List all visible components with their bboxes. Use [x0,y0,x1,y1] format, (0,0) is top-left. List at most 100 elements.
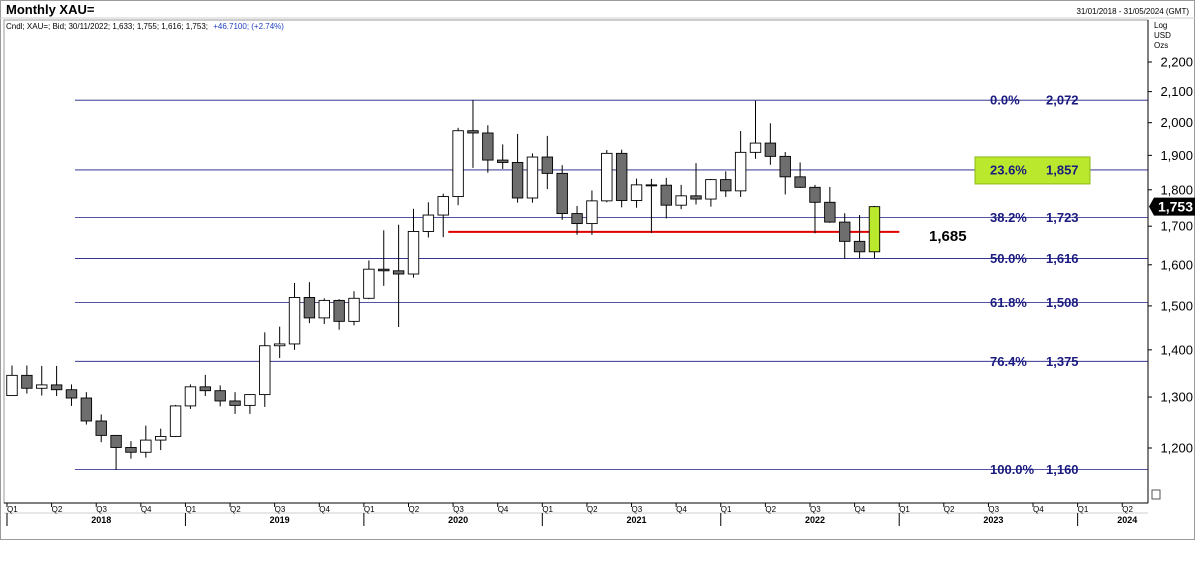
candle-body [615,152,628,201]
y-tick-label: 2,000 [1160,115,1193,130]
x-quarter-label: Q3 [988,505,999,514]
candle-2022-11 [868,205,881,259]
candle-body [348,297,360,322]
candle-2020-08 [467,100,479,168]
x-year-label: 2023 [983,515,1003,525]
candles [6,100,881,470]
candle-2020-09 [482,125,494,173]
y-tick-label: 1,500 [1160,298,1193,313]
candle-2021-11 [690,163,702,205]
candle-body [288,297,301,345]
x-quarter-label: Q1 [7,505,18,514]
candle-2021-02 [556,165,568,220]
candle-body [720,179,732,192]
candle-body [660,184,672,206]
candle-body [80,397,93,422]
candle-2019-09 [303,282,316,324]
candle-body [21,374,33,389]
candle-body [36,384,48,389]
x-quarter-label: Q2 [52,505,63,514]
candle-body [809,186,821,203]
unit-usd: USD [1154,31,1171,40]
y-tick-label: 2,200 [1160,55,1193,70]
candle-2022-07 [809,184,821,234]
candle-body [125,447,137,453]
x-quarter-label: Q3 [453,505,464,514]
candle-body [214,390,226,402]
candle-body [467,130,479,134]
candle-2021-01 [541,135,554,190]
candle-body [526,156,539,199]
candle-body [422,214,435,232]
y-tick-label: 1,800 [1160,182,1193,197]
candle-2019-06 [259,332,271,407]
x-year-label: 2024 [1117,515,1137,525]
candle-body [437,196,449,216]
support-level: 1,685 [448,228,967,245]
candle-body [303,297,316,319]
candle-body [630,184,643,201]
x-year-label: 2020 [448,515,468,525]
candle-body [65,389,78,399]
candle-2018-04 [50,365,63,397]
candle-body [571,213,583,225]
x-quarter-label: Q2 [230,505,241,514]
x-quarter-label: Q3 [275,505,286,514]
candle-2018-07 [95,414,107,443]
fib-level-value: 1,857 [1046,162,1079,177]
x-axis: Q1 Q2 Q3 Q4 Q1 Q2 Q3 Q4 Q1 Q2 Q3 Q4 Q1 Q2 Q3 Q4 Q1 Q2 Q3 Q4… [6,503,1137,526]
scale-toggle-icon[interactable] [1151,489,1161,500]
candle-2019-07 [273,326,286,359]
fib-level-pct: 61.8% [990,295,1027,310]
candle-body [511,161,524,199]
candle-2019-05 [244,394,256,414]
last-price-label: 1,753 [1158,199,1193,215]
candle-2022-08 [824,186,836,223]
y-tick-label: 1,200 [1160,441,1193,456]
candle-2020-06 [437,193,449,238]
y-tick-label: 1,300 [1160,390,1193,405]
fib-level-pct: 50.0% [990,251,1027,266]
candle-2020-11 [511,133,524,203]
legend-prefix: Cndl; XAU=; Bid; 30/11/2022; 1,633; 1,75… [6,22,208,31]
candle-body [749,142,762,153]
fib-level-pct: 38.2% [990,210,1027,225]
candle-2020-05 [422,202,435,238]
fib-level-pct: 100.0% [990,462,1035,477]
candle-body [378,268,390,272]
candle-body [6,374,18,397]
candle-body [318,299,330,319]
candle-body [229,400,241,406]
candle-body [794,176,806,188]
fib-level-pct: 76.4% [990,354,1027,369]
candle-body [556,172,568,215]
candle-2019-03 [214,385,226,407]
candle-2022-05 [779,152,791,195]
x-quarter-label: Q2 [587,505,598,514]
candle-2021-08 [645,178,658,233]
candle-2022-10 [853,215,866,259]
candle-2020-03 [392,224,405,328]
fib-level-value: 1,616 [1046,251,1079,266]
x-year-label: 2021 [627,515,647,525]
candle-body [734,151,747,192]
candle-2018-05 [65,384,78,406]
candle-body [154,435,167,441]
candle-2022-02 [734,131,747,197]
x-quarter-label: Q4 [319,505,330,514]
candle-2020-07 [452,127,464,206]
chart-title: Monthly XAU= [6,2,95,17]
candle-2020-04 [407,208,420,278]
x-year-label: 2019 [270,515,290,525]
y-axis: 1,200 1,300 1,400 1,500 1,600 1,700 1,800 1,900… [1148,55,1193,456]
x-quarter-label: Q2 [408,505,419,514]
candle-body [868,206,881,253]
x-quarter-label: Q3 [96,505,107,514]
x-quarter-label: Q3 [810,505,821,514]
candle-body [705,179,717,200]
candle-body [764,142,777,157]
candle-2022-04 [764,123,777,165]
candle-body [407,231,420,275]
candle-2018-03 [36,365,48,396]
candle-body [140,439,152,453]
